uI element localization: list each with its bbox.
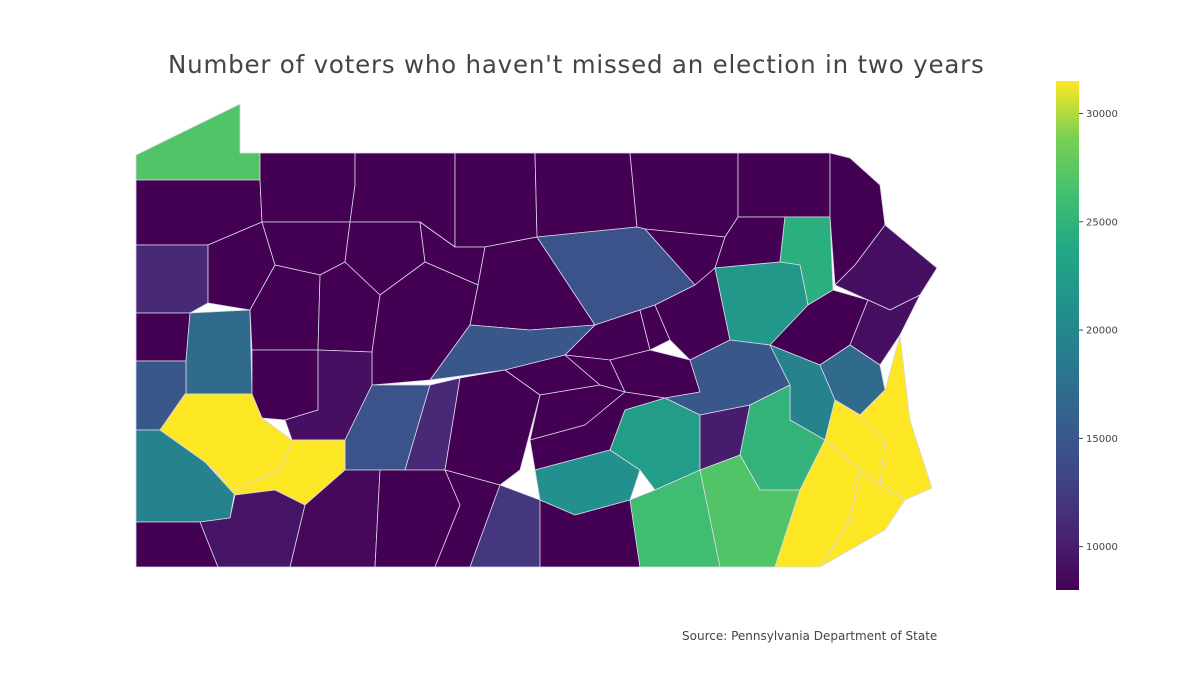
- colorbar: 10000 15000 20000 25000 30000: [1056, 81, 1118, 590]
- county-delaware[interactable]: [819, 469, 906, 568]
- pennsylvania-county-map: [135, 103, 938, 568]
- source-note: Source: Pennsylvania Department of State: [682, 629, 938, 643]
- county-armstrong[interactable]: [251, 349, 319, 421]
- county-fulton[interactable]: [434, 469, 501, 568]
- county-erie[interactable]: [135, 103, 261, 181]
- county-mercer[interactable]: [135, 244, 209, 314]
- county-bucks[interactable]: [859, 334, 933, 501]
- colorbar-tick-label: 30000: [1086, 109, 1118, 120]
- colorbar-gradient: [1056, 81, 1079, 590]
- colorbar-tick-label: 20000: [1086, 326, 1118, 337]
- county-lawrence[interactable]: [135, 312, 191, 362]
- county-susquehanna[interactable]: [737, 152, 831, 218]
- county-huntingdon[interactable]: [444, 369, 541, 486]
- county-layer: [135, 103, 938, 568]
- colorbar-tick-label: 25000: [1086, 217, 1118, 228]
- county-potter[interactable]: [454, 152, 538, 248]
- county-warren[interactable]: [259, 152, 356, 223]
- colorbar-tick-label: 10000: [1086, 542, 1118, 553]
- colorbar-tick-label: 15000: [1086, 434, 1118, 445]
- chart-title: Number of voters who haven't missed an e…: [168, 50, 985, 79]
- colorbar-ticks: 10000 15000 20000 25000 30000: [1079, 109, 1118, 553]
- county-fayette[interactable]: [199, 489, 306, 568]
- county-bradford[interactable]: [629, 152, 739, 238]
- county-tioga[interactable]: [534, 152, 638, 238]
- county-butler[interactable]: [185, 309, 253, 395]
